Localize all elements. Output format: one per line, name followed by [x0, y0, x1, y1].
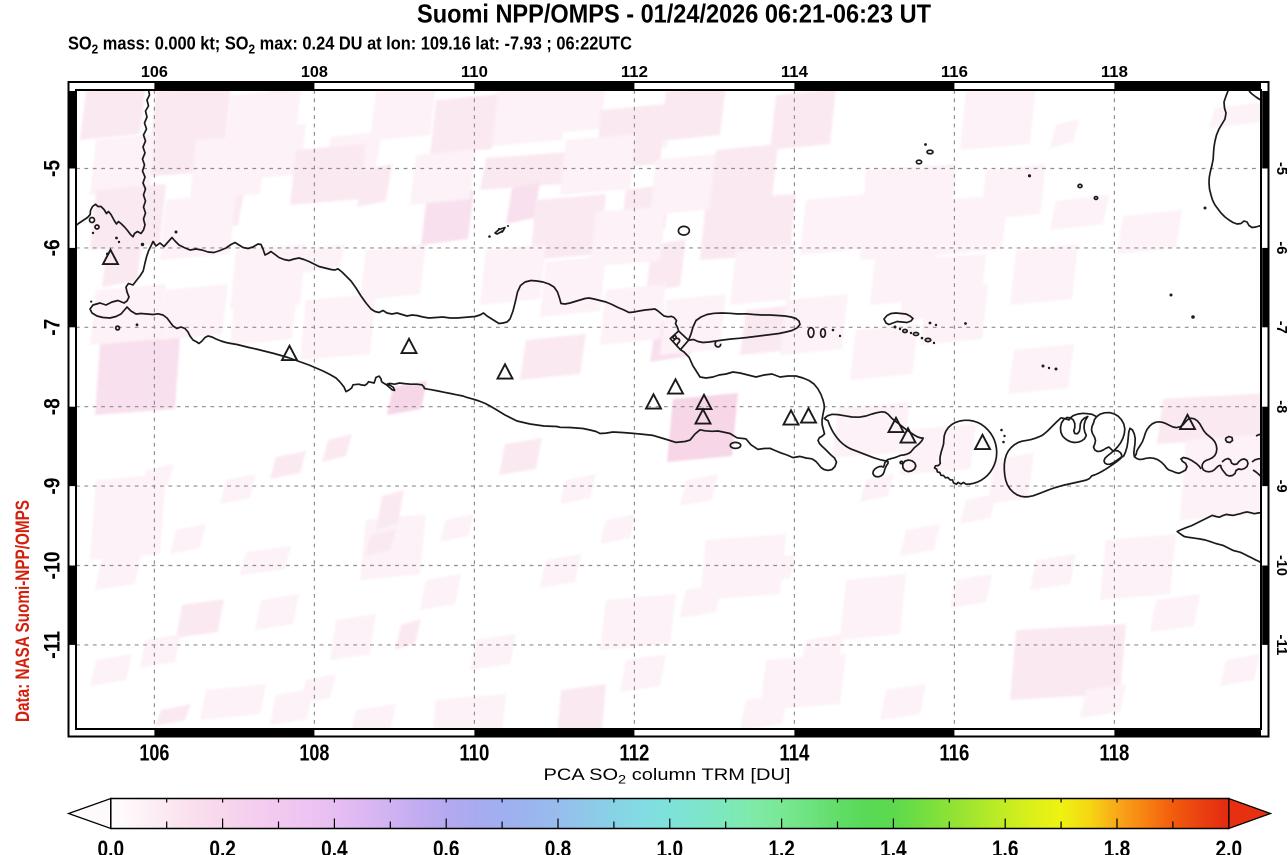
svg-text:0.8: 0.8: [545, 836, 572, 855]
svg-text:110: 110: [461, 64, 488, 81]
svg-text:-5: -5: [40, 160, 65, 177]
svg-text:0.2: 0.2: [209, 836, 236, 855]
svg-text:0.4: 0.4: [321, 836, 348, 855]
svg-text:-9: -9: [1273, 480, 1288, 493]
svg-text:-5: -5: [1273, 162, 1288, 176]
svg-text:-10: -10: [1273, 555, 1288, 576]
svg-text:-7: -7: [1273, 321, 1288, 334]
svg-text:Data: NASA Suomi-NPP/OMPS: Data: NASA Suomi-NPP/OMPS: [13, 500, 34, 722]
svg-text:118: 118: [1101, 64, 1128, 81]
svg-text:-7: -7: [40, 319, 65, 336]
svg-text:106: 106: [141, 64, 168, 81]
svg-text:1.4: 1.4: [880, 836, 907, 855]
svg-text:110: 110: [459, 739, 489, 765]
svg-text:118: 118: [1099, 739, 1129, 765]
svg-text:1.2: 1.2: [768, 836, 795, 855]
svg-text:1.0: 1.0: [657, 836, 684, 855]
svg-text:-6: -6: [40, 239, 65, 256]
svg-text:-8: -8: [1273, 400, 1288, 413]
svg-text:1.8: 1.8: [1104, 836, 1131, 855]
svg-text:114: 114: [779, 739, 809, 765]
svg-text:-9: -9: [40, 478, 65, 495]
svg-text:0.6: 0.6: [433, 836, 460, 855]
svg-text:-11: -11: [40, 631, 65, 659]
svg-text:2.0: 2.0: [1216, 836, 1243, 855]
svg-text:PCA SO2 column TRM [DU]: PCA SO 2 column TRM [DU]: [544, 766, 791, 787]
svg-text:-8: -8: [40, 398, 65, 415]
svg-text:-10: -10: [40, 552, 65, 580]
svg-text:106: 106: [139, 739, 169, 765]
svg-text:108: 108: [299, 739, 329, 765]
svg-text:116: 116: [939, 739, 969, 765]
svg-text:-11: -11: [1273, 634, 1288, 656]
svg-text:116: 116: [941, 64, 968, 81]
svg-text:1.6: 1.6: [992, 836, 1019, 855]
svg-text:-6: -6: [1273, 241, 1288, 254]
svg-text:Suomi NPP/OMPS - 01/24/2026 06: Suomi NPP/OMPS - 01/24/2026 06:21-06:23 …: [417, 0, 931, 29]
svg-text:108: 108: [301, 64, 328, 81]
svg-text:112: 112: [621, 64, 648, 81]
svg-text:0.0: 0.0: [98, 836, 125, 855]
svg-text:114: 114: [781, 64, 808, 81]
svg-text:112: 112: [619, 739, 649, 765]
svg-text:SO2 mass: 0.000 kt; SO2 max: 0: SO2 mass: 0.000 kt; SO2 max: 0.24 DU at …: [68, 34, 632, 57]
